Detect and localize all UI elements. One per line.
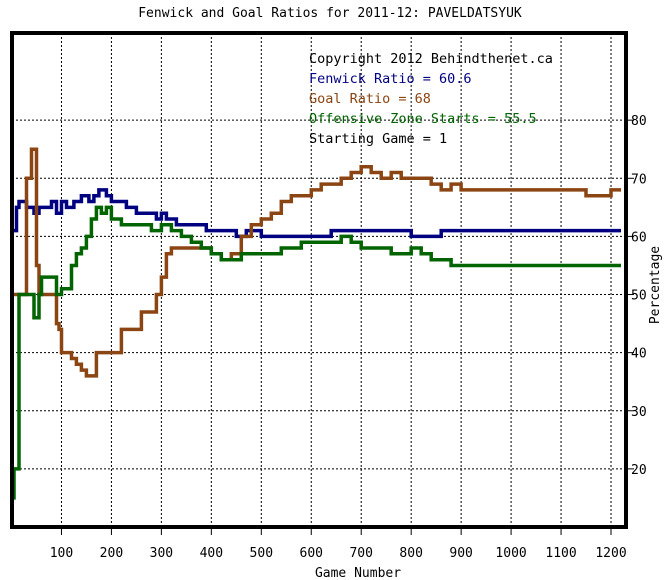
- legend-entry-2: Goal Ratio = 68: [309, 91, 431, 107]
- y-tick-label-3: 50: [631, 289, 647, 304]
- x-tick-label-0: 100: [50, 546, 73, 561]
- series-line-0: [12, 188, 621, 239]
- y-tick-label-5: 70: [631, 172, 647, 187]
- legend: Copyright 2012 Behindthenet.ca Fenwick Ra…: [309, 51, 553, 147]
- x-tick-label-8: 900: [449, 546, 472, 561]
- y-tick-label-6: 80: [631, 114, 647, 129]
- y-tick-label-2: 40: [631, 347, 647, 362]
- x-tick-label-9: 1000: [495, 546, 526, 561]
- series-line-2: [12, 205, 621, 500]
- x-tick-label-10: 1100: [545, 546, 576, 561]
- x-axis-title: Game Number: [315, 566, 401, 580]
- y-tick-label-1: 30: [631, 405, 647, 420]
- x-tick-label-5: 600: [300, 546, 323, 561]
- x-tick-label-7: 800: [399, 546, 422, 561]
- x-axis-ticks: 100 200 300 400 500 600 700 800 900 1000 1100 1200: [50, 529, 627, 561]
- y-tick-label-0: 20: [631, 463, 647, 478]
- legend-entry-3: Offensive Zone Starts = 55.5: [309, 111, 537, 127]
- legend-entry-0: Copyright 2012 Behindthenet.ca: [309, 51, 553, 67]
- chart-title: Fenwick and Goal Ratios for 2011-12: PAV…: [138, 6, 522, 21]
- y-axis-ticks: 20 30 40 50 60 70 80: [628, 114, 647, 478]
- plot-area: [12, 33, 626, 527]
- x-tick-label-11: 1200: [595, 546, 626, 561]
- x-tick-label-3: 400: [200, 546, 223, 561]
- x-tick-label-1: 200: [100, 546, 123, 561]
- y-axis-title: Percentage: [648, 246, 663, 324]
- x-tick-label-2: 300: [150, 546, 173, 561]
- x-tick-label-4: 500: [250, 546, 273, 561]
- plot-frame: [10, 31, 628, 529]
- y-tick-label-4: 60: [631, 230, 647, 245]
- series-lines: [12, 147, 621, 500]
- legend-entry-4: Starting Game = 1: [309, 131, 447, 147]
- legend-entry-1: Fenwick Ratio = 60.6: [309, 71, 472, 87]
- x-tick-label-6: 700: [349, 546, 372, 561]
